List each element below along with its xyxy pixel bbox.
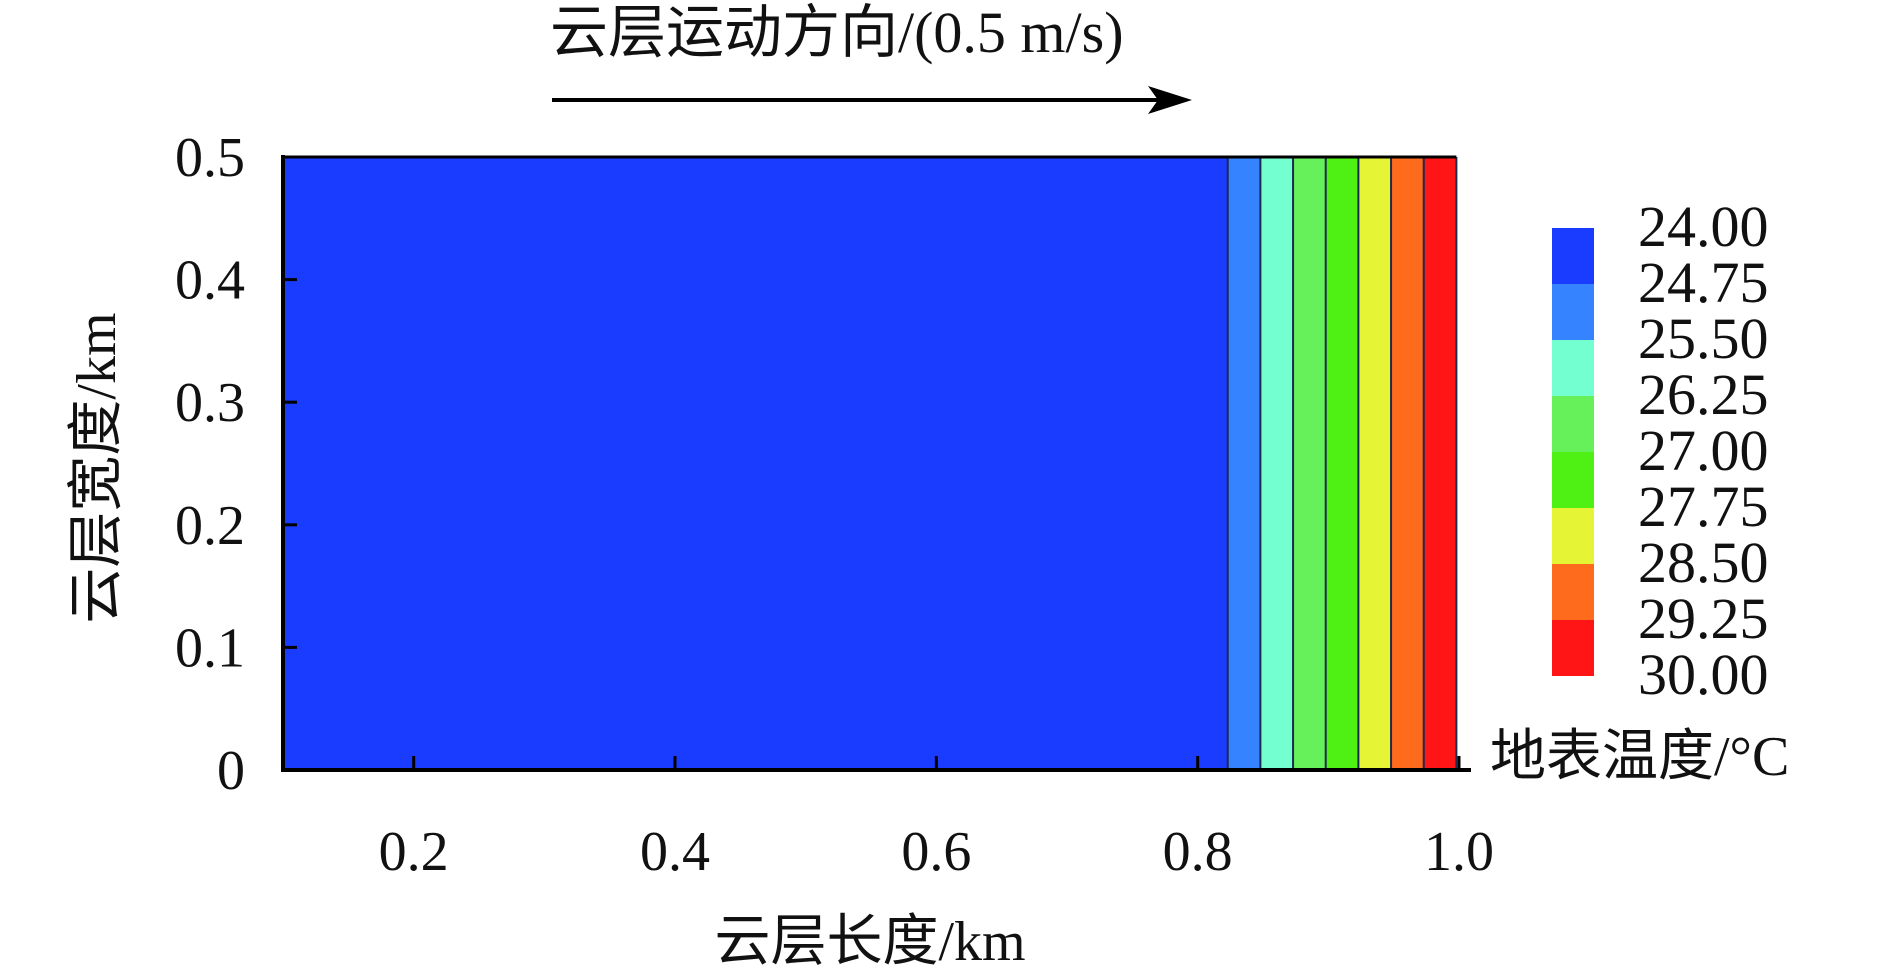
heatmap-band-4 <box>1325 157 1359 770</box>
heatmap-band-1 <box>1227 157 1261 770</box>
heatmap-band-7 <box>1423 157 1457 770</box>
colorbar-label-1: 24.75 <box>1638 250 1769 315</box>
x-tick-label-0: 0.2 <box>379 821 449 883</box>
x-tick-label-1: 0.4 <box>640 821 710 883</box>
colorbar-swatch-2 <box>1552 340 1594 396</box>
colorbar-label-2: 25.50 <box>1638 306 1769 371</box>
colorbar-label-0: 24.00 <box>1638 194 1769 259</box>
heatmap-band-0 <box>283 157 1228 770</box>
axes: 0.2 0.4 0.6 0.8 1.0 0 0.1 0.2 0.3 0.4 0.5 <box>175 127 1494 883</box>
x-axis-title: 云层长度/km <box>714 911 1025 973</box>
y-tick-label-0: 0 <box>217 740 245 802</box>
colorbar-swatch-6 <box>1552 564 1594 620</box>
colorbar-swatch-3 <box>1552 396 1594 452</box>
heatmap-band-3 <box>1293 157 1326 770</box>
y-tick-label-3: 0.3 <box>175 372 245 434</box>
colorbar-swatch-7 <box>1552 620 1594 676</box>
x-tick-label-2: 0.6 <box>901 821 971 883</box>
y-axis-title: 云层宽度/km <box>66 312 128 623</box>
colorbar-label-4: 27.00 <box>1638 418 1769 483</box>
heatmap-band-6 <box>1391 157 1424 770</box>
x-tick-label-3: 0.8 <box>1163 821 1233 883</box>
plot-area <box>283 155 1458 770</box>
colorbar-swatch-0 <box>1552 228 1594 284</box>
colorbar-label-6: 28.50 <box>1638 530 1769 595</box>
y-tick-label-5: 0.5 <box>175 127 245 189</box>
colorbar-swatch-5 <box>1552 508 1594 564</box>
x-tick-label-4: 1.0 <box>1424 821 1494 883</box>
colorbar-swatch-1 <box>1552 284 1594 340</box>
y-tick-label-2: 0.2 <box>175 495 245 557</box>
colorbar-label-8: 30.00 <box>1638 642 1769 707</box>
colorbar-label-5: 27.75 <box>1638 474 1769 539</box>
motion-direction-arrow-head <box>1148 86 1192 114</box>
colorbar-swatch-4 <box>1552 452 1594 508</box>
motion-direction-label: 云层运动方向/(0.5 m/s) <box>550 0 1124 65</box>
colorbar-label-7: 29.25 <box>1638 586 1769 651</box>
colorbar-label-3: 26.25 <box>1638 362 1769 427</box>
colorbar: 24.0024.7525.5026.2527.0027.7528.5029.25… <box>1552 194 1769 707</box>
heatmap-band-5 <box>1358 157 1392 770</box>
colorbar-title: 地表温度/°C <box>1490 726 1789 788</box>
y-tick-label-4: 0.4 <box>175 250 245 312</box>
heatmap-band-2 <box>1260 157 1294 770</box>
y-tick-label-1: 0.1 <box>175 617 245 679</box>
